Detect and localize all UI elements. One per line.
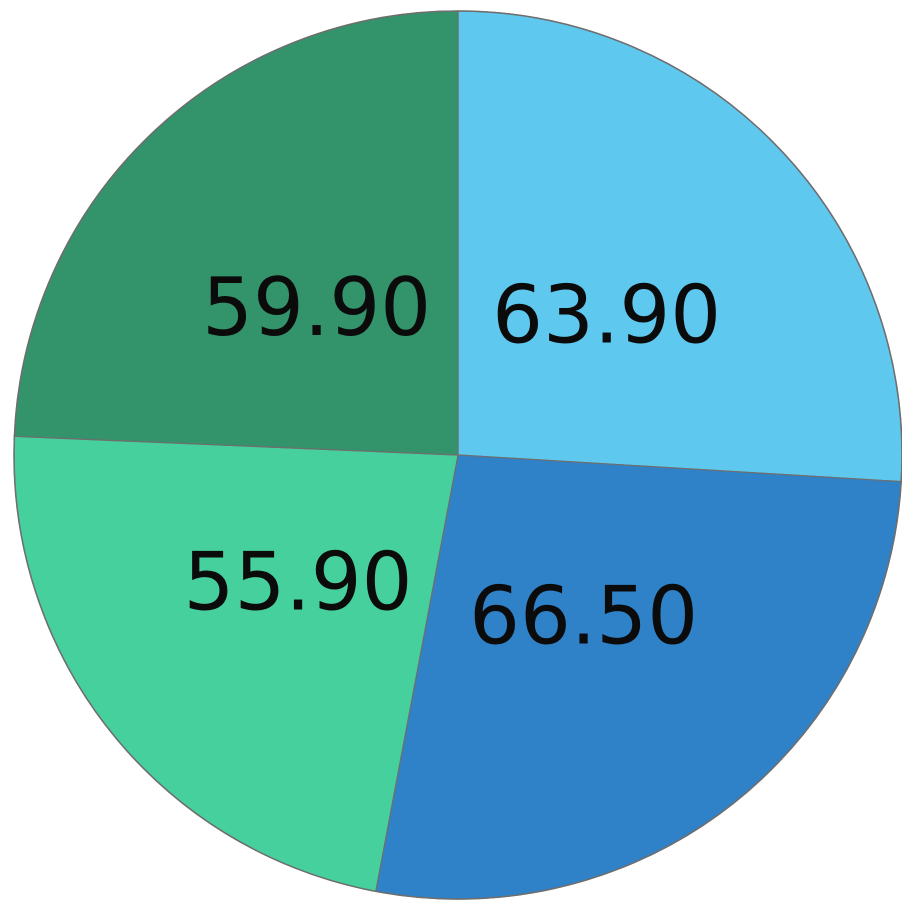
- pie-slice-label-2: 55.90: [184, 536, 413, 629]
- pie-slice-label-0: 63.90: [492, 268, 721, 361]
- pie-slice-1: [375, 454, 902, 900]
- pie-labels: 63.90 66.50 55.90 59.90: [184, 261, 722, 662]
- pie-slice-label-1: 66.50: [469, 570, 698, 663]
- pie-slice-3: [13, 10, 459, 456]
- pie-slice-label-3: 59.90: [202, 261, 431, 354]
- pie-slices: [13, 10, 902, 900]
- pie-slice-0: [457, 10, 902, 483]
- pie-outline: [13, 10, 902, 900]
